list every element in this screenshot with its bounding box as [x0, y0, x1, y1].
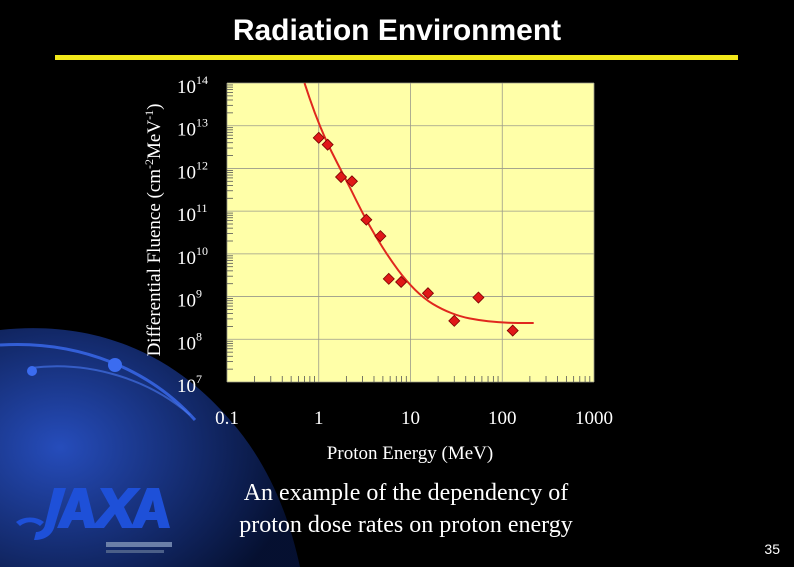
y-tick-label: 1012: [177, 158, 208, 183]
logo-subtext-bar: [106, 550, 164, 553]
data-point: [374, 230, 387, 243]
y-tick-label: 1011: [177, 201, 208, 226]
background-dot: [108, 358, 122, 372]
data-point: [421, 287, 435, 300]
data-point: [395, 275, 408, 289]
jaxa-logo: [16, 488, 172, 553]
x-tick-label: 1: [314, 408, 324, 429]
logo-swoosh: [16, 517, 44, 526]
data-point: [321, 138, 334, 151]
logo-letter-a1: [57, 488, 96, 528]
y-axis-label: Differential Fluence (cm-2MeV-1): [142, 104, 165, 357]
logo-letter-a2: [131, 488, 170, 528]
logo-letter-x: [91, 488, 141, 528]
data-point: [448, 314, 461, 327]
y-tick-label: 107: [177, 372, 202, 397]
title-rule: [55, 55, 738, 60]
y-tick-label: 108: [177, 329, 202, 354]
data-point: [382, 272, 395, 285]
caption-line-1: An example of the dependency of: [243, 480, 569, 506]
caption-line-2: proton dose rates on proton energy: [239, 512, 573, 538]
x-tick-label: 0.1: [215, 408, 239, 429]
y-tick-label: 1013: [177, 116, 208, 141]
data-point: [472, 291, 485, 304]
data-point: [345, 175, 359, 188]
data-point: [360, 213, 373, 226]
background-swoosh-arc-2: [29, 365, 191, 416]
page-number: 35: [764, 541, 780, 557]
data-point: [334, 170, 348, 184]
x-axis-label: Proton Energy (MeV): [327, 443, 493, 464]
data-point: [506, 324, 519, 337]
y-tick-label: 1014: [177, 73, 208, 98]
slide-caption: An example of the dependency of proton d…: [186, 477, 626, 541]
x-tick-label: 10: [401, 408, 420, 429]
slide-title: Radiation Environment: [232, 14, 562, 47]
data-point: [312, 131, 325, 144]
x-tick-label: 1000: [575, 408, 613, 429]
x-tick-label: 100: [488, 408, 517, 429]
logo-letter-j: [34, 488, 66, 540]
background-dot: [27, 366, 37, 376]
logo-subtext-bar: [106, 542, 172, 547]
y-tick-label: 1010: [177, 244, 208, 269]
y-tick-label: 109: [177, 287, 202, 312]
